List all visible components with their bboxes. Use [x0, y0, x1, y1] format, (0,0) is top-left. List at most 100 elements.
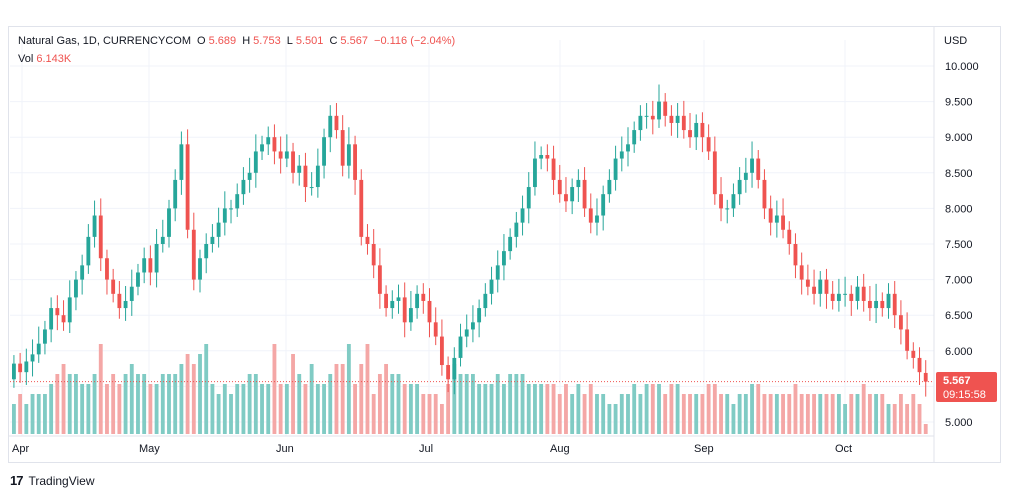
last-price-badge: 5.567 09:15:58: [936, 372, 997, 402]
candle-body: [160, 236, 165, 244]
candle-body: [415, 293, 420, 309]
volume-bar: [725, 394, 730, 434]
candle-body: [905, 329, 910, 351]
volume-bar: [111, 374, 116, 434]
candle-body: [824, 279, 829, 294]
volume-bar: [886, 404, 891, 434]
candle-body: [539, 155, 544, 159]
volume-bar: [781, 394, 785, 434]
candle-body: [681, 115, 686, 131]
candle-body: [303, 165, 308, 188]
candle-body: [836, 293, 841, 301]
volume-bar: [98, 344, 103, 434]
bar-countdown: 09:15:58: [943, 389, 986, 401]
volume-bar: [861, 384, 866, 434]
volume-bar: [55, 374, 60, 434]
candle-body: [402, 297, 407, 323]
volume-bar: [508, 374, 513, 434]
candle-body: [253, 151, 258, 173]
candle-body: [725, 208, 730, 210]
volume-bar: [384, 364, 389, 434]
candle-body: [818, 279, 823, 294]
candle-body: [880, 300, 885, 309]
volume-bar: [514, 374, 519, 434]
candle-body: [533, 158, 537, 188]
candle-body: [173, 179, 178, 209]
candle-body: [731, 194, 736, 209]
candle-body: [117, 293, 122, 309]
volume-bar: [911, 394, 916, 434]
candle-body: [911, 350, 916, 358]
volume-bar: [396, 374, 401, 434]
volume-bar: [260, 384, 264, 434]
candle-body: [452, 357, 457, 380]
volume-bar: [774, 394, 779, 434]
candle-body: [210, 236, 215, 244]
candle-body: [43, 329, 47, 344]
low-value: 5.501: [295, 35, 324, 47]
candle-body: [663, 101, 668, 116]
volume-bar: [80, 384, 85, 434]
candle-body: [477, 308, 482, 323]
candle-body: [781, 215, 785, 230]
volume-bar: [812, 394, 816, 434]
candle-body: [136, 272, 140, 287]
candle-body: [148, 258, 153, 273]
volume-bar: [105, 384, 109, 434]
volume-bar: [421, 394, 426, 434]
y-tick-label: 7.500: [945, 239, 973, 251]
volume-bar: [818, 394, 823, 434]
candle-body: [105, 258, 109, 280]
volume-bar: [669, 384, 674, 434]
volume-bar: [365, 344, 370, 434]
volume-bar: [43, 394, 47, 434]
volume-bar: [613, 404, 618, 434]
x-tick-label: Jun: [276, 443, 294, 455]
volume-bar: [24, 404, 29, 434]
candle-body: [657, 101, 661, 120]
candle-body: [272, 137, 277, 152]
x-tick-label: Aug: [550, 443, 570, 455]
volume-bar: [136, 374, 140, 434]
volume-bar: [464, 374, 469, 434]
volume-bar: [272, 344, 277, 434]
volume-bar: [570, 394, 575, 434]
candle-body: [545, 155, 550, 159]
volume-bar: [706, 384, 711, 434]
candle-body: [601, 194, 606, 216]
symbol-title[interactable]: Natural Gas, 1D, CURRENCYCOM: [18, 35, 191, 47]
candle-body: [607, 179, 612, 195]
volume-bar: [917, 404, 922, 434]
volume-bar: [216, 394, 221, 434]
volume-bar: [30, 394, 35, 434]
currency-label[interactable]: USD: [944, 35, 968, 47]
tradingview-footer[interactable]: 17 TradingView: [10, 473, 95, 488]
candle-body: [266, 137, 271, 145]
candle-body: [204, 244, 209, 259]
candle-body: [464, 329, 469, 337]
volume-bar: [210, 384, 215, 434]
volume-bar: [582, 394, 587, 434]
candle-body: [229, 208, 233, 210]
volume-bar: [179, 364, 184, 434]
y-tick-label: 10.000: [945, 61, 979, 73]
candle-body: [650, 115, 655, 120]
candle-body: [297, 165, 302, 173]
volume-bar: [18, 394, 23, 434]
candle-body: [18, 363, 23, 373]
volume-bar: [427, 394, 432, 434]
x-tick-label: Oct: [835, 443, 852, 455]
volume-bar: [154, 384, 159, 434]
candle-body: [384, 293, 389, 309]
volume-bar: [477, 384, 482, 434]
volume-bar: [49, 384, 54, 434]
candle-body: [613, 158, 618, 180]
volume-bar: [222, 384, 227, 434]
candle-body: [557, 179, 562, 195]
x-tick-label: Sep: [694, 443, 714, 455]
volume-bar: [12, 404, 16, 434]
volume-bar: [843, 404, 848, 434]
volume-bar: [737, 394, 742, 434]
candle-body: [502, 251, 506, 266]
